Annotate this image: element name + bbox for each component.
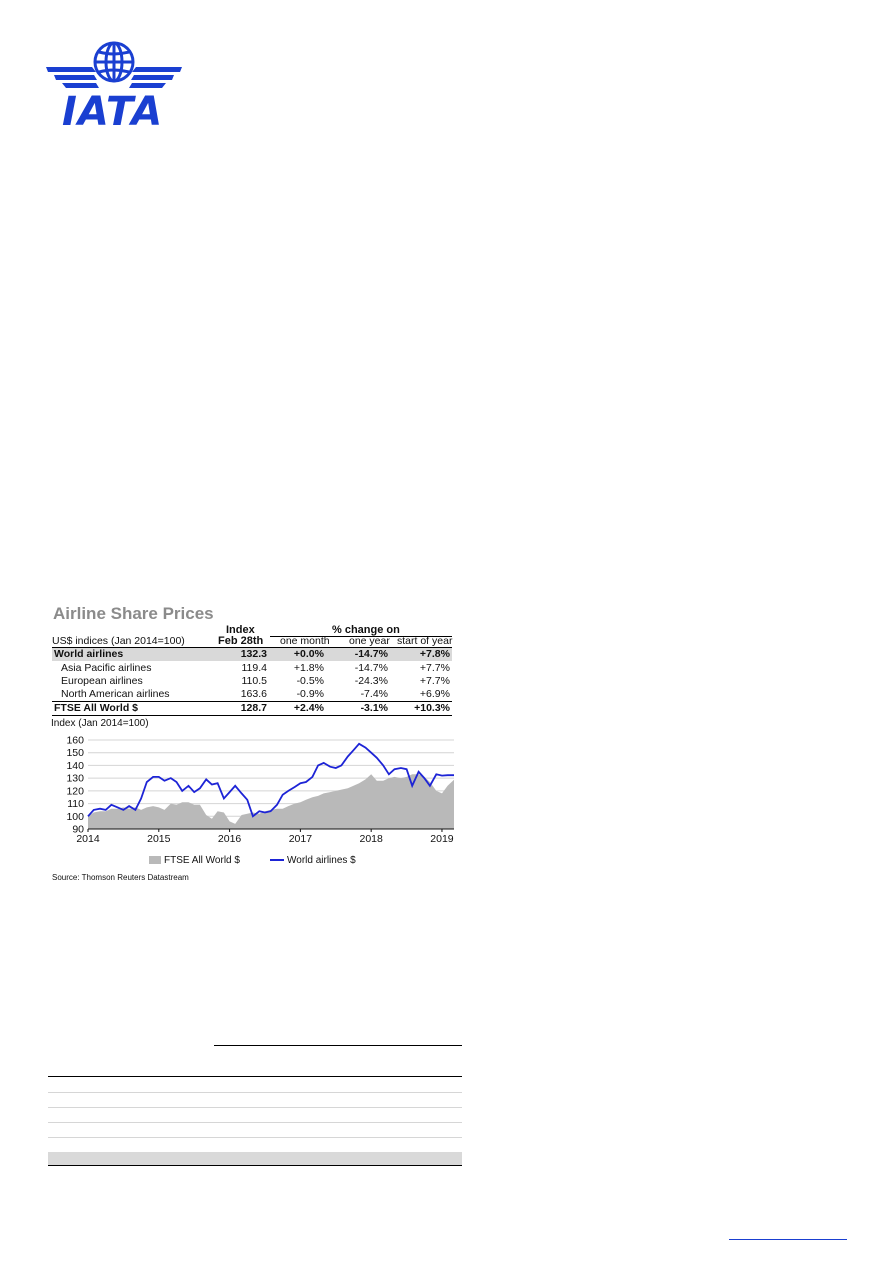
y-tick-label: 160	[66, 735, 84, 747]
row-index: 119.4	[241, 662, 268, 674]
row-month: -0.9%	[296, 688, 324, 700]
x-tick-label: 2017	[289, 833, 313, 845]
row-name: World airlines	[54, 648, 124, 660]
row-start: +7.8%	[419, 648, 450, 660]
x-tick-label: 2016	[218, 833, 242, 845]
table2-shaded-row	[48, 1152, 462, 1165]
table-row: FTSE All World $ 128.7 +2.4% -3.1% +10.3…	[52, 702, 452, 715]
header-rule	[52, 647, 452, 648]
index-header-line1: Index	[226, 624, 255, 636]
x-tick-label: 2019	[430, 833, 454, 845]
col-start-of-year: start of year	[397, 635, 453, 647]
footer-link-underline[interactable]	[729, 1239, 847, 1240]
legend-label-airlines: World airlines $	[287, 855, 356, 866]
basis-label: US$ indices (Jan 2014=100)	[52, 635, 185, 647]
row-index: 110.5	[241, 675, 268, 687]
y-tick-label: 100	[66, 811, 84, 823]
x-tick-label: 2018	[359, 833, 383, 845]
row-year: -14.7%	[354, 662, 388, 674]
change-header-rule	[270, 636, 452, 637]
row-year: -24.3%	[354, 675, 388, 687]
ftse-area	[88, 774, 454, 829]
table-row: World airlines 132.3 +0.0% -14.7% +7.8%	[52, 648, 452, 661]
y-tick-label: 120	[66, 785, 84, 797]
total-rule	[52, 701, 452, 702]
index-header-line2: Feb 28th	[218, 635, 264, 647]
row-start: +7.7%	[419, 662, 450, 674]
table2-top-rule	[214, 1045, 462, 1046]
iata-logo: IATA	[44, 40, 184, 132]
x-tick-label: 2014	[76, 833, 100, 845]
secondary-table	[48, 1045, 462, 1167]
world-airlines-line	[87, 742, 454, 818]
y-tick-label: 150	[66, 747, 84, 759]
legend-label-ftse: FTSE All World $	[164, 855, 240, 866]
row-index: 163.6	[240, 688, 267, 700]
table2-bottom-rule	[48, 1165, 462, 1166]
y-tick-label: 110	[67, 798, 84, 810]
table2-row-divider	[48, 1092, 462, 1093]
figure-title: Airline Share Prices	[53, 604, 214, 623]
legend-swatch-airlines	[270, 859, 284, 862]
change-header: % change on	[332, 624, 400, 636]
table-bottom-rule	[52, 715, 452, 716]
logo-wordmark: IATA	[62, 89, 164, 135]
row-start: +10.3%	[414, 702, 450, 714]
row-year: -14.7%	[354, 648, 388, 660]
table2-header-rule	[48, 1076, 462, 1077]
table2-row-divider	[48, 1137, 462, 1138]
row-start: +6.9%	[419, 688, 450, 700]
legend-airlines: World airlines $	[270, 855, 356, 866]
row-month: +2.4%	[293, 702, 324, 714]
y-tick-label: 140	[66, 760, 84, 772]
source-note: Source: Thomson Reuters Datastream	[52, 873, 189, 882]
row-name: Asia Pacific airlines	[61, 662, 152, 674]
row-start: +7.7%	[419, 675, 450, 687]
globe-wings-icon	[46, 41, 182, 88]
chart-y-axis-label: Index (Jan 2014=100)	[51, 718, 149, 729]
x-tick-label: 2015	[147, 833, 171, 845]
table-row: North American airlines 163.6 -0.9% -7.4…	[52, 688, 452, 701]
row-year: -7.4%	[360, 688, 388, 700]
row-name: FTSE All World $	[54, 702, 139, 714]
row-year: -3.1%	[360, 702, 388, 714]
y-tick-label: 90	[72, 824, 84, 836]
legend-swatch-ftse	[149, 856, 161, 865]
row-name: North American airlines	[61, 688, 170, 700]
row-month: +1.8%	[293, 662, 324, 674]
col-one-year: one year	[349, 635, 390, 647]
table2-row-divider	[48, 1107, 462, 1108]
table-row: Asia Pacific airlines 119.4 +1.8% -14.7%…	[52, 662, 452, 675]
row-index: 132.3	[240, 648, 267, 660]
row-month: -0.5%	[296, 675, 324, 687]
table-row: European airlines 110.5 -0.5% -24.3% +7.…	[52, 675, 452, 688]
y-tick-label: 130	[66, 773, 84, 785]
table2-row-divider	[48, 1122, 462, 1123]
row-month: +0.0%	[293, 648, 324, 660]
col-one-month: one month	[280, 635, 330, 647]
legend-ftse: FTSE All World $	[149, 855, 240, 866]
row-name: European airlines	[61, 675, 143, 687]
row-index: 128.7	[240, 702, 267, 714]
